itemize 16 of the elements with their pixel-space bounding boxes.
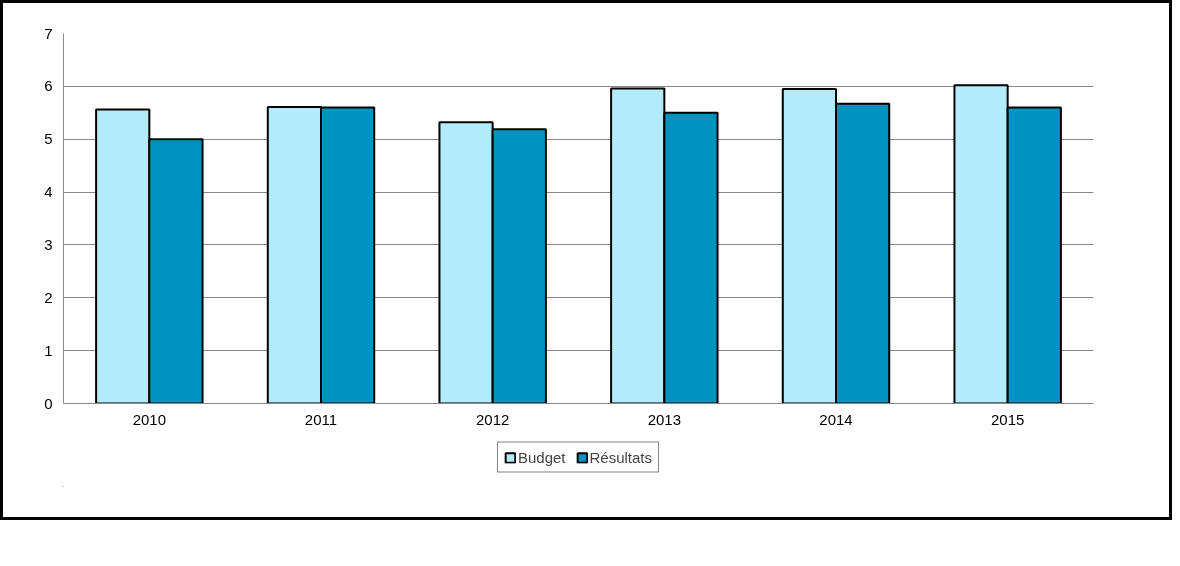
y-tick-label: 4 [44, 183, 53, 201]
x-tick-label: 2010 [132, 410, 167, 428]
y-tick-label: 6 [44, 77, 53, 95]
x-tick-label: 2015 [990, 410, 1025, 428]
x-tick-label: 2014 [819, 410, 853, 428]
y-tick-label: 0 [44, 394, 53, 412]
x-tick-label: 2012 [475, 410, 510, 428]
y-tick-label: 3 [44, 235, 53, 253]
y-tick-label: 2 [44, 288, 53, 306]
x-tick-label: 2011 [304, 410, 338, 428]
y-tick-label: 7 [44, 24, 53, 42]
legend-label: Résultats [589, 448, 653, 466]
legend-label: Budget [517, 448, 566, 466]
y-tick-label: 5 [44, 130, 53, 148]
y-tick-label: 1 [44, 341, 53, 359]
x-tick-label: 2013 [647, 410, 682, 428]
